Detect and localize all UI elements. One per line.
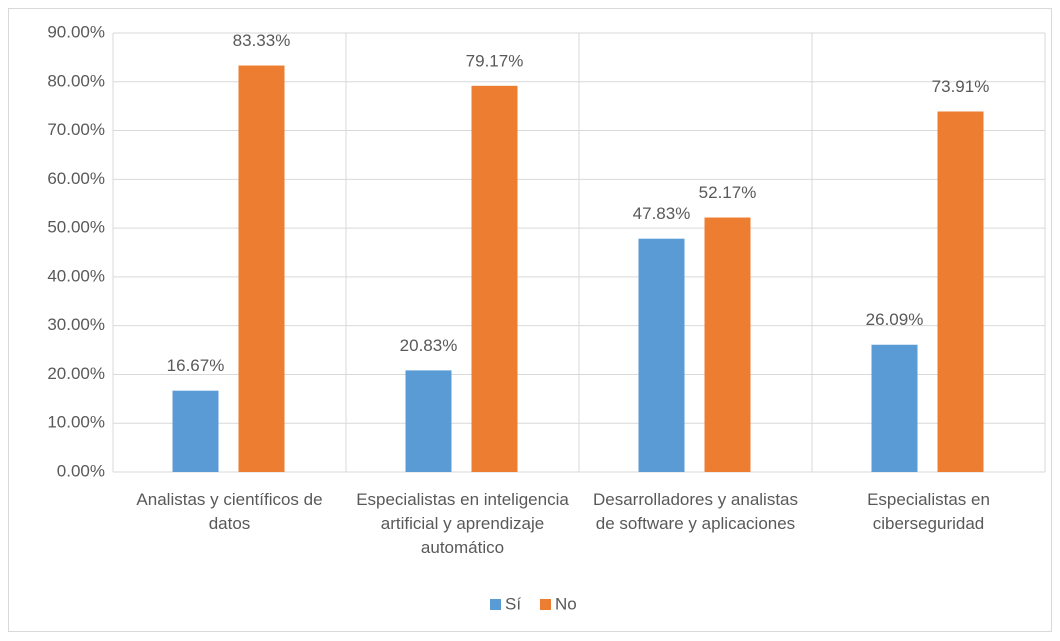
data-label: 83.33%: [233, 31, 291, 50]
data-label: 20.83%: [400, 336, 458, 355]
y-tick-label: 40.00%: [47, 266, 105, 285]
data-label: 16.67%: [167, 356, 225, 375]
data-label: 52.17%: [699, 183, 757, 202]
data-label: 26.09%: [866, 310, 924, 329]
bar: [471, 85, 518, 473]
data-label: 73.91%: [932, 77, 990, 96]
y-tick-label: 70.00%: [47, 120, 105, 139]
bar: [871, 344, 918, 472]
bar: [405, 370, 452, 472]
legend-swatch: [490, 599, 501, 610]
x-tick-label: Analistas y científicos de datos: [136, 490, 323, 533]
y-tick-label: 10.00%: [47, 413, 105, 432]
data-label: 79.17%: [466, 51, 524, 70]
bar: [704, 217, 751, 472]
x-tick-label: Especialistas en ciberseguridad: [867, 490, 990, 533]
y-tick-label: 20.00%: [47, 364, 105, 383]
y-tick-label: 0.00%: [57, 461, 105, 480]
y-tick-label: 50.00%: [47, 218, 105, 237]
legend-label: No: [555, 594, 577, 613]
y-tick-label: 60.00%: [47, 169, 105, 188]
x-tick-label: Desarrolladores y analistas de software …: [592, 490, 799, 533]
bar: [638, 238, 685, 472]
bar: [937, 111, 984, 472]
y-tick-label: 30.00%: [47, 315, 105, 334]
y-tick-label: 90.00%: [47, 22, 105, 41]
bar: [172, 390, 219, 472]
data-label: 47.83%: [633, 204, 691, 223]
x-tick-label: Especialistas en inteligencia artificial…: [356, 490, 569, 557]
legend-swatch: [540, 599, 551, 610]
legend-label: Sí: [505, 594, 521, 613]
chart-border: [8, 8, 1052, 632]
y-tick-label: 80.00%: [47, 71, 105, 90]
bar: [238, 65, 285, 472]
